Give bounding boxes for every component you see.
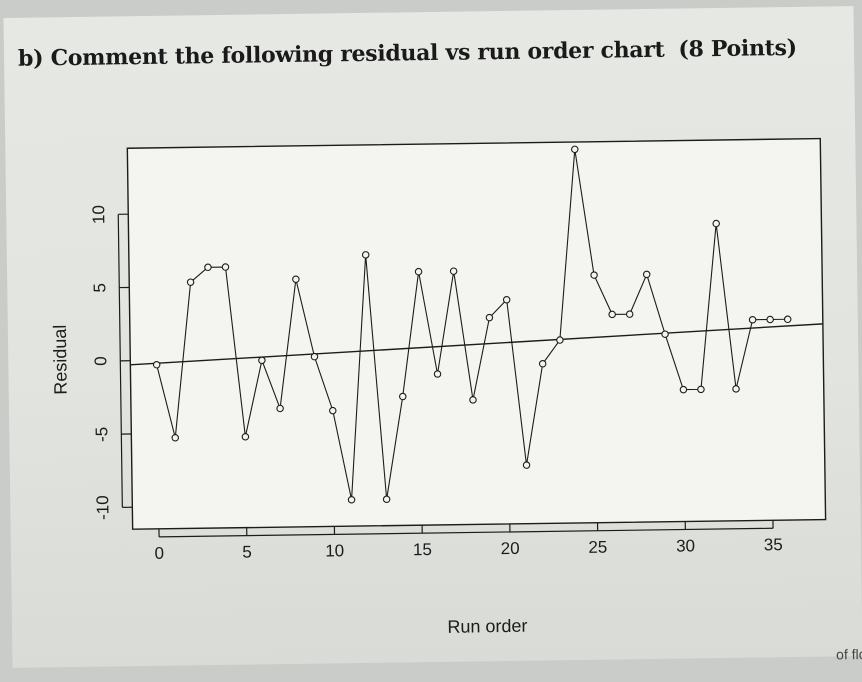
data-point	[382, 495, 391, 504]
x-tick-label: 5	[242, 543, 252, 562]
y-tick-label: 10	[89, 205, 108, 224]
data-point	[642, 270, 651, 279]
data-point	[414, 267, 423, 276]
data-point	[469, 396, 477, 404]
data-point	[661, 330, 669, 338]
data-point	[433, 370, 442, 378]
residual-run-order-chart: 0 5 10 15 20 25 30 35 -10 -5 0 5 10 Run order Residual	[50, 137, 827, 637]
x-axis-title: Run order	[447, 616, 527, 637]
data-point	[241, 433, 250, 441]
data-point	[292, 275, 300, 284]
y-tick-label: -10	[93, 495, 112, 520]
data-point	[449, 267, 458, 275]
data-point	[171, 434, 179, 442]
y-tick-label: 5	[90, 283, 109, 293]
x-tick-label: 20	[501, 539, 520, 558]
data-point	[556, 336, 564, 344]
data-point	[152, 360, 161, 369]
data-point	[766, 315, 774, 324]
x-axis-line	[159, 527, 774, 538]
y-tick-label: 0	[91, 356, 110, 366]
data-point	[732, 385, 740, 393]
data-point	[221, 263, 230, 271]
x-tick-label: 30	[676, 536, 695, 555]
data-point	[258, 356, 266, 365]
data-point	[329, 406, 337, 415]
data-point	[571, 145, 579, 154]
data-point	[485, 313, 494, 322]
regression-line	[130, 323, 823, 366]
x-tick-label: 0	[154, 544, 164, 563]
worksheet: b) Comment the following residual vs run…	[3, 6, 862, 668]
data-point	[502, 296, 511, 304]
x-tick-label: 35	[764, 535, 783, 554]
x-tick-label: 15	[413, 540, 432, 559]
data-point	[697, 385, 705, 394]
data-point	[310, 352, 319, 361]
data-point	[608, 310, 616, 319]
x-tick-label: 10	[325, 541, 344, 560]
data-point	[748, 316, 757, 324]
y-axis-title: Residual	[50, 325, 71, 395]
data-point	[679, 385, 688, 394]
y-tick-label: -5	[92, 427, 111, 442]
data-point	[712, 219, 720, 228]
data-point	[590, 271, 598, 279]
data-point	[361, 251, 370, 259]
cropped-footer-text: of flo	[835, 645, 862, 663]
data-point	[186, 278, 195, 286]
data-point	[522, 461, 531, 469]
data-point	[347, 496, 356, 504]
data-point	[276, 404, 284, 413]
data-point	[538, 359, 547, 368]
plot-frame	[126, 137, 827, 530]
data-point	[204, 263, 212, 272]
data-point	[783, 315, 792, 324]
x-tick-label: 25	[588, 538, 607, 557]
data-point	[399, 392, 407, 401]
data-point	[625, 310, 634, 318]
